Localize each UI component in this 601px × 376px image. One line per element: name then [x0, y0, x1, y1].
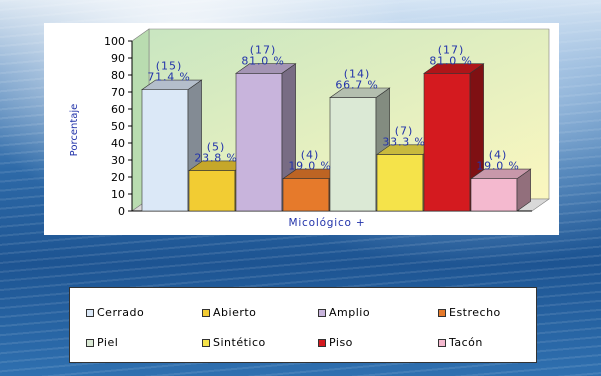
legend-item: Sintético [202, 336, 266, 349]
legend-swatch [318, 308, 326, 317]
bar-chart: 0 10 20 30 40 50 60 70 80 90 100 (15)71.4 % (5)23.8… [69, 28, 550, 229]
legend-label: Piso [329, 336, 353, 349]
bar-count-label: (17) [250, 43, 277, 56]
legend-item: Amplio [318, 306, 370, 319]
legend-label: Amplio [329, 306, 371, 319]
bar-top [423, 63, 485, 74]
legend-swatch [438, 308, 446, 317]
bar-front [188, 170, 236, 212]
bar-count-label: (4) [489, 149, 508, 162]
y-axis-label: Porcentaje [69, 104, 80, 157]
legend-item: Tacón [438, 336, 483, 349]
bar-count-label: (15) [156, 60, 183, 73]
legend-swatch [202, 338, 210, 347]
legend-item: Estrecho [438, 306, 501, 319]
legend-item: Piso [318, 336, 353, 349]
legend: Cerrado Abierto Amplio Estrecho Piel Sintétic… [69, 287, 537, 363]
y-tick-label: 100 [104, 35, 125, 48]
legend-swatch [318, 338, 326, 347]
bar-8 [470, 168, 532, 212]
y-tick-label: 10 [111, 188, 125, 201]
legend-label: Estrecho [449, 306, 501, 319]
bar-percent-label: 33.3 % [382, 135, 425, 148]
bar-top [235, 63, 297, 74]
bar-front [423, 72, 471, 212]
y-tick-label: 40 [111, 137, 125, 150]
bar-percent-label: 71.4 % [147, 71, 190, 84]
y-tick-label: 50 [111, 120, 125, 133]
bar-top [470, 168, 532, 179]
bar-percent-label: 81.0 % [241, 54, 284, 67]
legend-swatch [202, 308, 210, 317]
bar-front [235, 72, 283, 212]
bar-front [282, 178, 330, 212]
bar-7 [423, 63, 485, 212]
bar-top [329, 87, 391, 98]
legend-swatch [438, 338, 446, 347]
bar-count-label: (5) [207, 141, 226, 154]
legend-item: Cerrado [86, 306, 144, 319]
chart-panel: 0 10 20 30 40 50 60 70 80 90 100 (15) 71.4 % (5) 23.8… [44, 23, 559, 235]
bar-percent-label: 81.0 % [429, 54, 472, 67]
bar-front [141, 89, 189, 212]
y-tick-label: 80 [111, 69, 125, 82]
y-tick-label: 20 [111, 171, 125, 184]
legend-swatch [86, 338, 94, 347]
legend-label: Abierto [213, 306, 257, 319]
y-tick-label: 70 [111, 86, 125, 99]
bar-percent-label: 23.8 % [194, 152, 237, 165]
y-tick-label: 0 [118, 205, 125, 218]
y-tick-label: 90 [111, 52, 125, 65]
legend-swatch [86, 308, 94, 317]
bar-front [470, 178, 518, 212]
bar-front [329, 97, 377, 212]
bar-percent-label: 66.7 % [335, 79, 378, 92]
legend-label: Cerrado [97, 306, 145, 319]
legend-label: Piel [97, 336, 119, 349]
bar-front [376, 154, 424, 212]
legend-item: Abierto [202, 306, 256, 319]
bar-count-label: (14) [344, 68, 371, 81]
bar-percent-label: 19.0 % [288, 160, 331, 173]
legend-label: Sintético [213, 336, 266, 349]
y-tick-label: 30 [111, 154, 125, 167]
x-axis-label: Micológico + [288, 217, 365, 229]
bar-count-label: (17) [438, 43, 465, 56]
bar-percent-label: 19.0 % [476, 160, 519, 173]
bar-count-label: (7) [395, 124, 414, 137]
legend-item: Piel [86, 336, 118, 349]
bar-count-label: (4) [301, 149, 320, 162]
y-tick-label: 60 [111, 103, 125, 116]
bar-top [141, 79, 203, 90]
legend-label: Tacón [449, 336, 483, 349]
